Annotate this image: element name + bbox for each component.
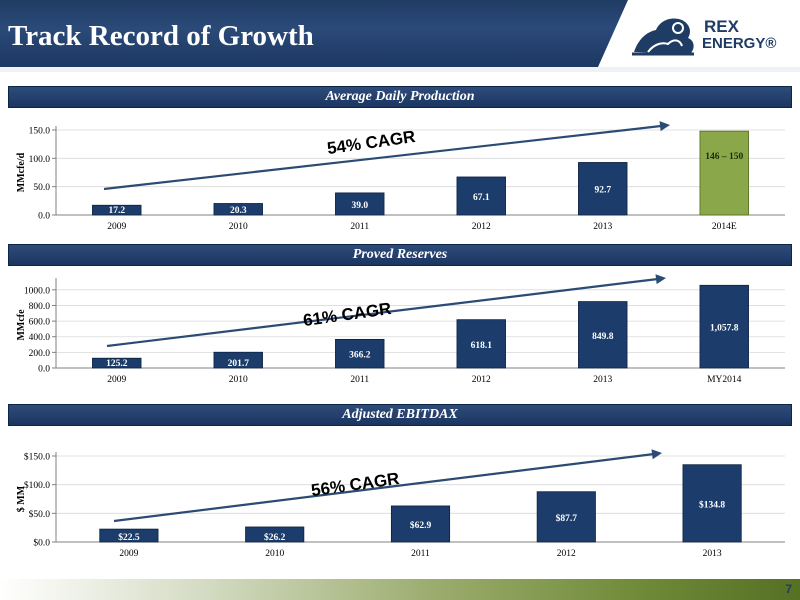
x-tick-label: 2012 (557, 549, 576, 559)
cagr-arrow-head (651, 449, 662, 460)
chart-reserves: 0.0 200.0 400.0 600.0 800.0 1000.0 MMcfe 2009 12… (0, 268, 800, 392)
cagr-arrow-head (655, 274, 666, 285)
y-tick-label: 800.0 (29, 302, 51, 312)
bar (213, 203, 263, 216)
x-tick-label: 2013 (593, 375, 612, 385)
y-tick-label: 50.0 (33, 183, 50, 193)
data-label: 92.7 (594, 186, 611, 196)
data-label: 125.2 (106, 359, 128, 369)
logo-text-energy: ENERGY® (702, 35, 777, 52)
cagr-annotation: 56% CAGR (310, 469, 401, 500)
section-band-production: Average Daily Production (8, 86, 792, 108)
chart-ebitdax: $0.0 $50.0 $100.0 $150.0 $ MM 2009 $22.5 2010 $2… (0, 446, 800, 576)
y-tick-label: $150.0 (24, 452, 50, 463)
section-band-ebitdax: Adjusted EBITDAX (8, 404, 792, 426)
y-tick-label: 200.0 (29, 349, 51, 359)
logo-text-rex: REX (704, 17, 739, 36)
cagr-arrow-head (659, 121, 670, 132)
bar (699, 284, 749, 369)
data-label: 366.2 (349, 351, 371, 361)
y-axis-label: $ MM (16, 485, 27, 512)
x-tick-label: 2011 (350, 375, 369, 385)
data-label: $26.2 (264, 532, 286, 543)
bar (335, 192, 385, 216)
bar (456, 176, 506, 216)
x-tick-label: 2013 (703, 549, 722, 559)
x-tick-label: 2012 (472, 222, 491, 232)
x-tick-label: 2012 (472, 375, 491, 385)
x-tick-label: MY2014 (707, 375, 742, 385)
logo: REX ENERGY® (598, 0, 800, 67)
bar (245, 526, 305, 543)
data-label: 849.8 (592, 332, 614, 342)
data-label: 39.0 (351, 201, 368, 211)
y-tick-label: 0.0 (38, 212, 50, 222)
footer-bar: 7 (0, 579, 800, 600)
data-label: 618.1 (471, 341, 493, 351)
data-label: $62.9 (410, 520, 432, 531)
page-number: 7 (785, 582, 792, 596)
bar (536, 491, 596, 543)
y-tick-label: 400.0 (29, 333, 51, 343)
data-label: 201.7 (228, 359, 250, 369)
bar (390, 505, 451, 543)
y-tick-label: $0.0 (33, 538, 50, 549)
cagr-annotation: 61% CAGR (302, 299, 393, 330)
data-label: 146 – 150 (705, 152, 743, 162)
bar (578, 162, 628, 216)
bar (456, 319, 506, 369)
section-title-reserves: Proved Reserves (352, 247, 448, 262)
x-tick-label: 2009 (119, 549, 138, 559)
bar (578, 301, 628, 369)
cagr-arrow-line (113, 452, 655, 523)
section-title-production: Average Daily Production (325, 89, 475, 104)
data-label: 20.3 (230, 206, 247, 216)
chart-production: 0.0 50.0 100.0 150.0 MMcfe/d 2009 17.2 2010 20.3… (0, 110, 800, 238)
page-title: Track Record of Growth (8, 20, 314, 52)
data-label: $134.8 (699, 499, 725, 510)
bar (92, 204, 142, 216)
section-title-ebitdax: Adjusted EBITDAX (342, 407, 458, 422)
x-tick-label: 2010 (229, 375, 248, 385)
bar (213, 351, 263, 369)
y-tick-label: $100.0 (24, 480, 50, 491)
bar (682, 464, 742, 543)
data-label: $87.7 (556, 513, 578, 524)
x-tick-label: 2011 (350, 222, 369, 232)
y-tick-label: 1000.0 (24, 286, 50, 296)
bar (92, 357, 142, 369)
bar (335, 338, 385, 369)
data-label: 1,057.8 (710, 324, 739, 334)
y-tick-label: 600.0 (29, 318, 51, 328)
y-axis-label: MMcfe (16, 309, 27, 341)
y-axis-label: MMcfe/d (16, 152, 27, 192)
y-tick-label: 150.0 (29, 127, 51, 137)
x-tick-label: 2009 (107, 375, 126, 385)
x-tick-label: 2009 (107, 222, 126, 232)
bar (699, 130, 749, 216)
cagr-arrow-line (103, 124, 663, 191)
x-tick-label: 2010 (229, 222, 248, 232)
x-tick-label: 2013 (593, 222, 612, 232)
ram-logo-icon (632, 18, 694, 56)
cagr-annotation: 54% CAGR (326, 127, 417, 158)
x-tick-label: 2010 (265, 549, 284, 559)
cagr-arrow-line (106, 277, 659, 348)
data-label: 67.1 (473, 193, 490, 203)
data-label: 17.2 (108, 206, 125, 216)
data-label: $22.5 (118, 532, 140, 543)
x-tick-label: 2011 (411, 549, 430, 559)
bar (99, 528, 159, 543)
y-tick-label: 0.0 (38, 365, 50, 375)
y-tick-label: 100.0 (29, 155, 51, 165)
y-tick-label: $50.0 (29, 509, 51, 520)
x-tick-label: 2014E (712, 222, 737, 232)
section-band-reserves: Proved Reserves (8, 244, 792, 266)
